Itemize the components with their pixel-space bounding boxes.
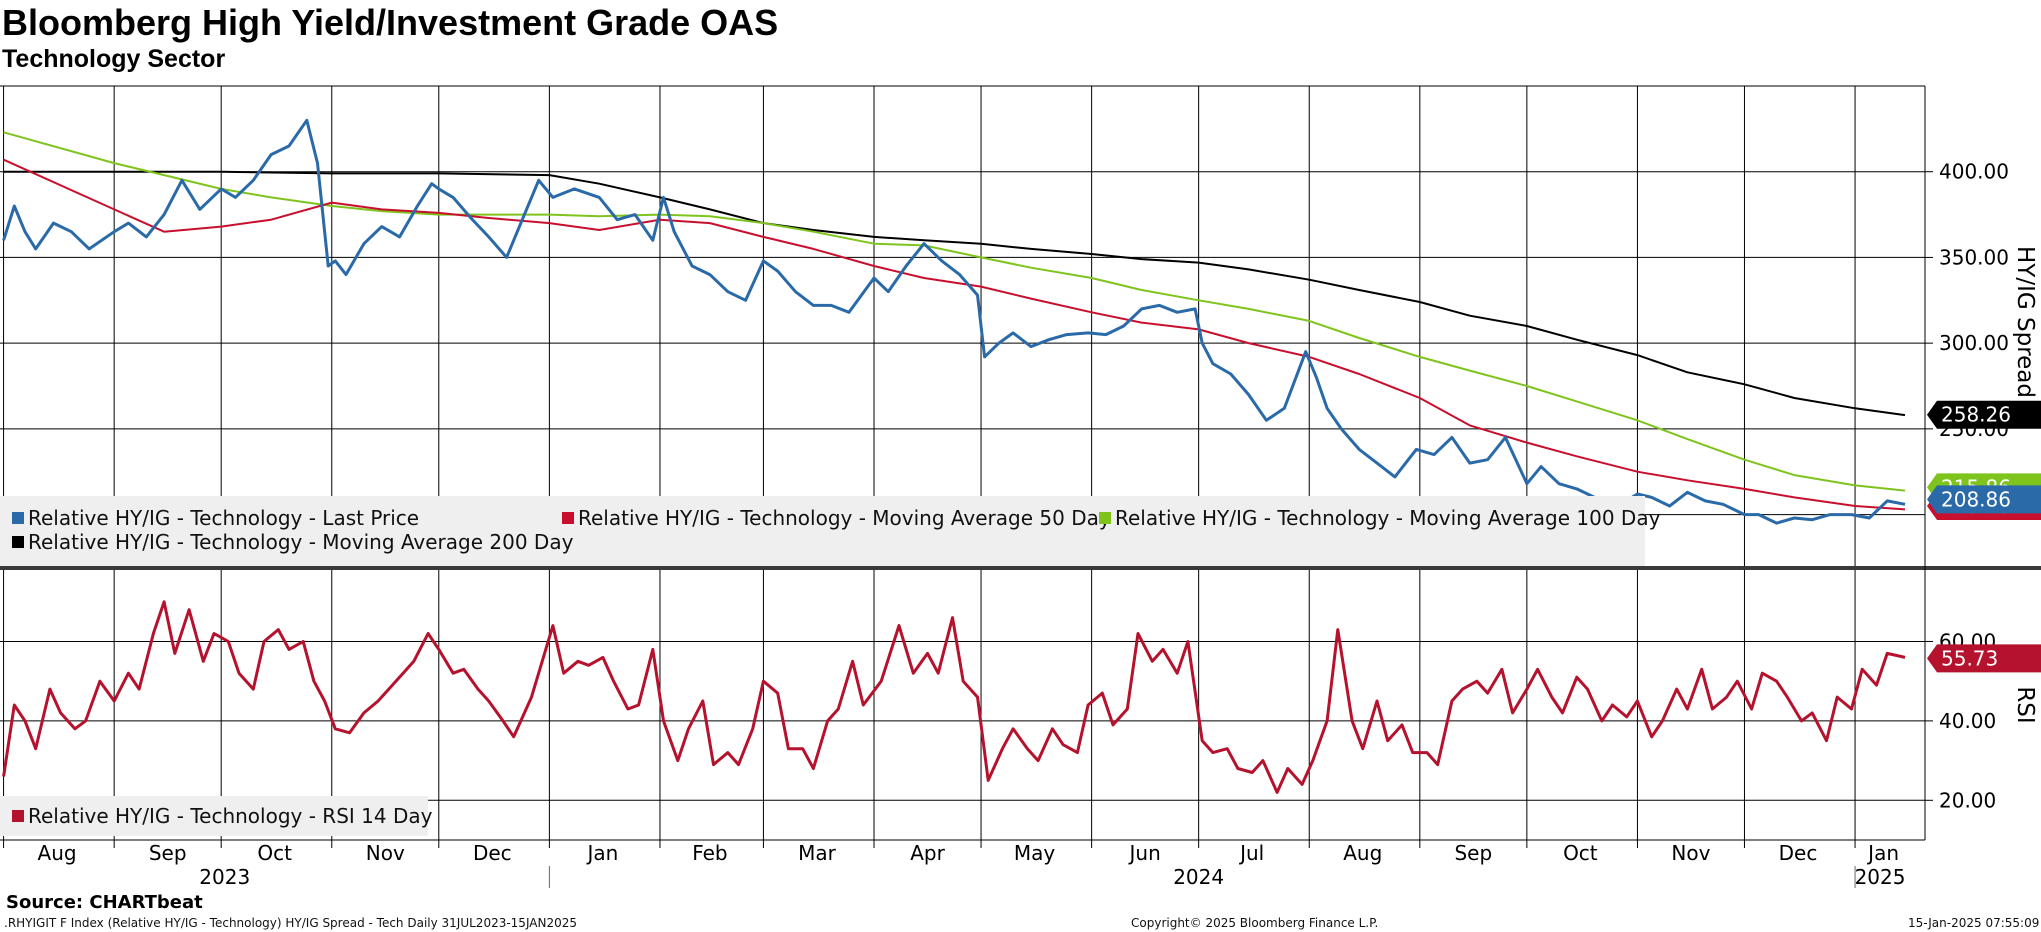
x-year-label: 2023	[199, 865, 250, 889]
legend-item-ma50: Relative HY/IG - Technology - Moving Ave…	[562, 506, 1111, 530]
chart-title: Bloomberg High Yield/Investment Grade OA…	[2, 2, 779, 43]
value-tag-text: 55.73	[1941, 646, 1998, 670]
x-tick-label: Mar	[798, 841, 837, 865]
value-tag-ma200: 258.26	[1927, 400, 2041, 429]
legend-item-ma200: Relative HY/IG - Technology - Moving Ave…	[12, 530, 573, 554]
x-tick-label: Sep	[149, 841, 187, 865]
x-year-label: 2025	[1855, 865, 1906, 889]
x-tick-label: Aug	[38, 841, 77, 865]
x-tick-label: Jun	[1128, 841, 1161, 865]
footer-copyright: Copyright© 2025 Bloomberg Finance L.P.	[1131, 916, 1379, 930]
x-tick-label: Nov	[1671, 841, 1710, 865]
chart-subtitle: Technology Sector	[2, 45, 226, 73]
legend-bottom-panel: Relative HY/IG - Technology - RSI 14 Day	[0, 796, 432, 836]
x-tick-label: May	[1014, 841, 1056, 865]
footer-timestamp: 15-Jan-2025 07:55:09	[1908, 916, 2040, 930]
legend-swatch	[12, 536, 24, 548]
x-tick-label: Apr	[910, 841, 945, 865]
legend-item-rsi: Relative HY/IG - Technology - RSI 14 Day	[12, 804, 432, 828]
series-ma100-line	[3, 131, 1906, 492]
y-tick-label: 20.00	[1939, 788, 1996, 812]
x-tick-label: Feb	[692, 841, 727, 865]
y-tick-label: 350.00	[1939, 245, 2009, 269]
x-tick-label: Jan	[1866, 841, 1899, 865]
legend-swatch	[1099, 512, 1111, 524]
x-tick-label: Jul	[1238, 841, 1264, 865]
legend-label: Relative HY/IG - Technology - Moving Ave…	[578, 506, 1111, 530]
axis-labels: Aug Sep Oct Nov Dec Jan Feb Mar Apr May Jun Jul Aug S…	[38, 160, 2038, 889]
top-panel-grid	[0, 85, 2041, 840]
legend-label: Relative HY/IG - Technology - Moving Ave…	[1115, 506, 1661, 530]
legend-item-last-price: Relative HY/IG - Technology - Last Price	[12, 506, 419, 530]
x-tick-label: Oct	[257, 841, 292, 865]
legend-label: Relative HY/IG - Technology - Last Price	[28, 506, 420, 530]
y-tick-label: 40.00	[1939, 709, 1996, 733]
source-note: Source: CHARTbeat	[6, 892, 203, 913]
x-tick-label: Oct	[1563, 841, 1598, 865]
legend-swatch	[12, 512, 24, 524]
legend-swatch	[12, 810, 24, 822]
legend-label: Relative HY/IG - Technology - RSI 14 Day	[28, 804, 433, 828]
series-ma50-line	[3, 158, 1906, 511]
x-tick-label: Aug	[1343, 841, 1382, 865]
value-tag-text: 258.26	[1941, 403, 2011, 427]
x-tick-label: Nov	[366, 841, 405, 865]
x-tick-label: Jan	[585, 841, 618, 865]
legend-label: Relative HY/IG - Technology - Moving Ave…	[28, 530, 574, 554]
series-ma200-line	[3, 170, 1906, 417]
value-tag-last-price: 208.86	[1927, 485, 2041, 514]
x-year-label: 2024	[1173, 865, 1224, 889]
value-tag-rsi: 55.73	[1927, 644, 2041, 673]
value-tag-text: 208.86	[1941, 487, 2011, 511]
y-axis-title: RSI	[2012, 686, 2038, 723]
value-tag-box	[1927, 400, 2041, 429]
legend-item-ma100: Relative HY/IG - Technology - Moving Ave…	[1099, 506, 1660, 530]
value-tag-box	[1927, 644, 2041, 673]
x-tick-label: Sep	[1454, 841, 1492, 865]
series-last-price-line	[2, 118, 1906, 525]
y-axis-title: HY/IG Spread	[2012, 246, 2038, 398]
legend-top-panel: Relative HY/IG - Technology - Last Price…	[0, 496, 1660, 566]
y-tick-label: 400.00	[1939, 160, 2009, 184]
legend-swatch	[562, 512, 574, 524]
y-tick-label: 300.00	[1939, 331, 2009, 355]
top-panel-series	[2, 118, 1906, 525]
bottom-panel-series	[2, 600, 1906, 794]
footer-index-description: .RHYIGIT F Index (Relative HY/IG - Techn…	[4, 916, 577, 930]
x-tick-label: Dec	[1779, 841, 1818, 865]
x-tick-label: Dec	[473, 841, 512, 865]
value-tag-box	[1927, 485, 2041, 514]
series-rsi-line	[2, 600, 1906, 794]
